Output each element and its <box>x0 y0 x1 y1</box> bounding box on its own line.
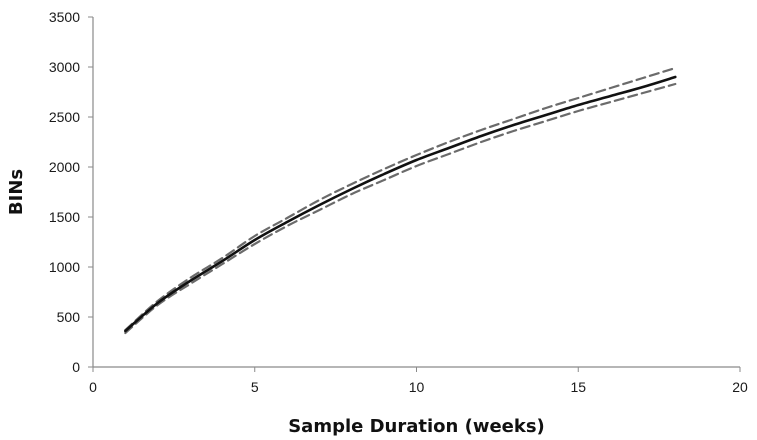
y-tick-label: 2000 <box>49 159 80 175</box>
dashed-bound-line <box>124 66 677 332</box>
y-tick-label: 500 <box>57 309 81 325</box>
x-tick-label: 0 <box>89 379 97 395</box>
x-tick-label: 20 <box>732 379 748 395</box>
x-axis-title: Sample Duration (weeks) <box>288 416 545 437</box>
y-tick-label: 1500 <box>49 209 80 225</box>
x-tick-label: 10 <box>409 379 425 395</box>
x-tick-label: 5 <box>251 379 259 395</box>
y-tick-label: 3000 <box>49 59 80 75</box>
series-layer <box>124 66 677 335</box>
x-tick-label: 15 <box>570 379 586 395</box>
y-tick-label: 3500 <box>49 9 80 25</box>
x-axis-ticks: 0 5 10 15 20 <box>89 367 748 395</box>
y-axis-ticks: 0 500 1000 1500 2000 2500 3000 3500 <box>49 9 93 375</box>
y-axis-title: BINs <box>6 169 27 215</box>
y-tick-label: 2500 <box>49 109 80 125</box>
main-series-line <box>124 75 677 333</box>
y-tick-label: 1000 <box>49 259 80 275</box>
y-tick-label: 0 <box>72 359 80 375</box>
dashed-bound-line <box>124 82 677 335</box>
